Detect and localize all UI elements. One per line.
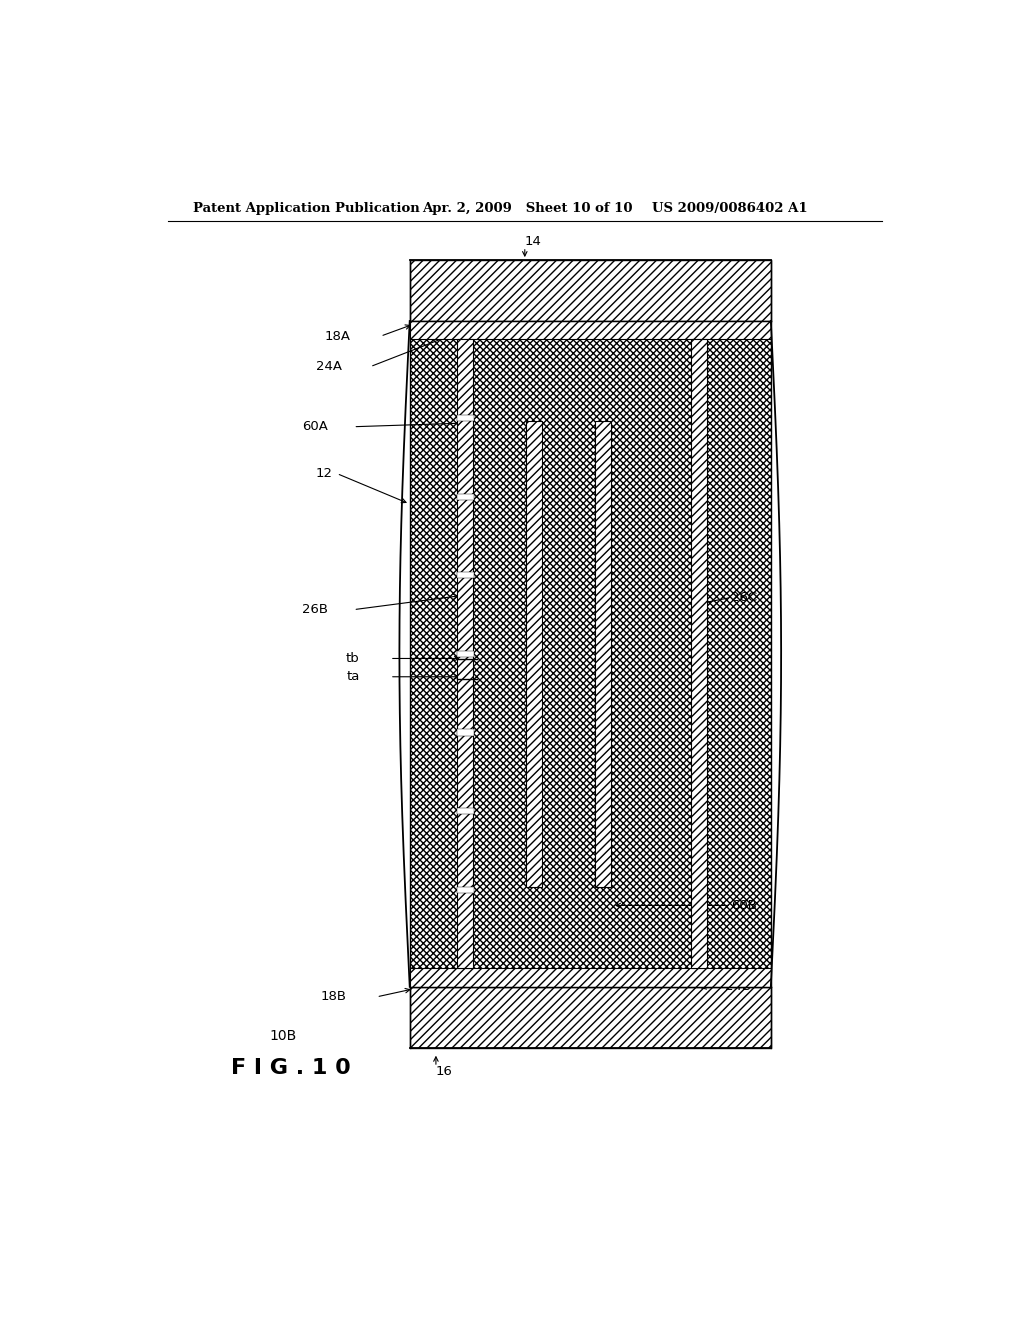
Bar	[410, 969, 771, 987]
Bar	[458, 339, 473, 969]
Text: 24A: 24A	[316, 360, 342, 374]
Bar	[691, 339, 708, 969]
Text: 60B: 60B	[731, 899, 757, 912]
Bar	[457, 651, 474, 657]
Text: 14: 14	[524, 235, 542, 248]
Bar	[410, 987, 771, 1048]
Bar	[410, 321, 771, 339]
Text: US 2009/0086402 A1: US 2009/0086402 A1	[652, 202, 807, 215]
Text: 10B: 10B	[269, 1030, 297, 1043]
Text: Patent Application Publication: Patent Application Publication	[194, 202, 420, 215]
Bar	[457, 887, 474, 892]
Text: 26C: 26C	[731, 591, 758, 605]
Bar	[526, 421, 543, 887]
Text: 18B: 18B	[322, 990, 347, 1003]
Text: 16: 16	[436, 1065, 453, 1077]
Text: 26B: 26B	[302, 603, 328, 616]
Bar	[457, 494, 474, 500]
Text: 24B: 24B	[725, 981, 751, 993]
Text: 60A: 60A	[302, 420, 328, 433]
Text: 12: 12	[315, 467, 333, 480]
Bar	[410, 321, 771, 987]
Text: F I G . 1 0: F I G . 1 0	[231, 1057, 351, 1078]
Bar	[457, 414, 474, 421]
Text: tb: tb	[346, 652, 359, 665]
Bar	[595, 421, 610, 887]
Bar	[457, 730, 474, 735]
Text: ta: ta	[346, 671, 359, 684]
Bar	[457, 808, 474, 814]
Text: 18A: 18A	[325, 330, 350, 343]
Bar	[457, 572, 474, 578]
Text: Apr. 2, 2009   Sheet 10 of 10: Apr. 2, 2009 Sheet 10 of 10	[422, 202, 632, 215]
Bar	[410, 260, 771, 321]
